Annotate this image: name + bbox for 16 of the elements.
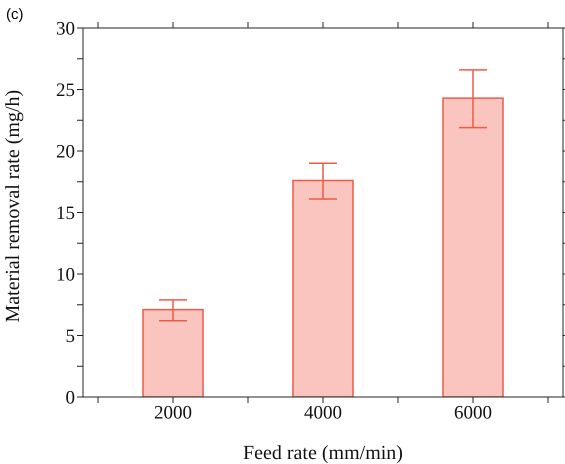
x-axis-title: Feed rate (mm/min) (243, 442, 403, 464)
x-tick-label: 2000 (154, 402, 192, 424)
text: (c) (6, 6, 24, 23)
y-tick-label: 30 (56, 18, 75, 40)
y-tick-label: 10 (56, 264, 75, 286)
y-tick-label: 0 (66, 388, 75, 409)
bar (442, 97, 504, 397)
y-tick-label: 20 (56, 142, 75, 163)
x-tick-label: 6000 (454, 402, 492, 424)
bar (142, 308, 204, 397)
y-tick-label: 5 (66, 326, 75, 348)
y-tick-label: 15 (56, 203, 75, 224)
bar (292, 180, 354, 397)
y-axis-title: Material removal rate (mg/h) (2, 90, 24, 322)
x-tick-label: 4000 (304, 402, 342, 424)
y-tick-label: 25 (56, 80, 75, 102)
